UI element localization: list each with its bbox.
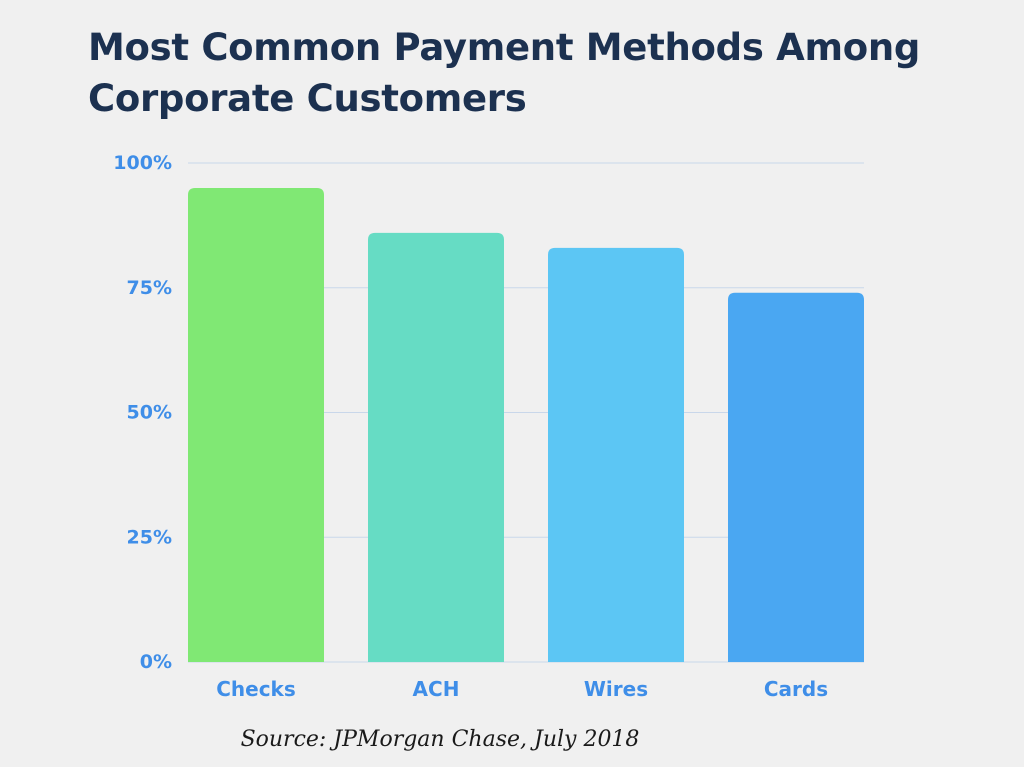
bars <box>188 187 864 663</box>
bar-checks <box>188 187 324 662</box>
y-tick-label: 25% <box>127 526 172 548</box>
chart-title: Most Common Payment Methods Among Corpor… <box>88 26 921 120</box>
bar-cards <box>728 292 864 662</box>
y-tick-label: 75% <box>127 277 172 299</box>
x-category-label: Cards <box>764 677 828 701</box>
x-category-label: Checks <box>216 677 296 701</box>
x-category-label: Wires <box>584 677 648 701</box>
y-tick-label: 50% <box>127 402 172 424</box>
y-axis-ticks: 0% 25% 50% 75% 100% <box>113 152 172 673</box>
x-axis-labels: Checks ACH Wires Cards <box>216 677 828 701</box>
y-tick-label: 0% <box>140 651 172 673</box>
source-note: Source: JPMorgan Chase, July 2018 <box>240 727 640 752</box>
bar-wires <box>548 247 684 662</box>
bar-ach <box>368 232 504 663</box>
x-category-label: ACH <box>413 677 460 701</box>
y-tick-label: 100% <box>113 152 172 174</box>
